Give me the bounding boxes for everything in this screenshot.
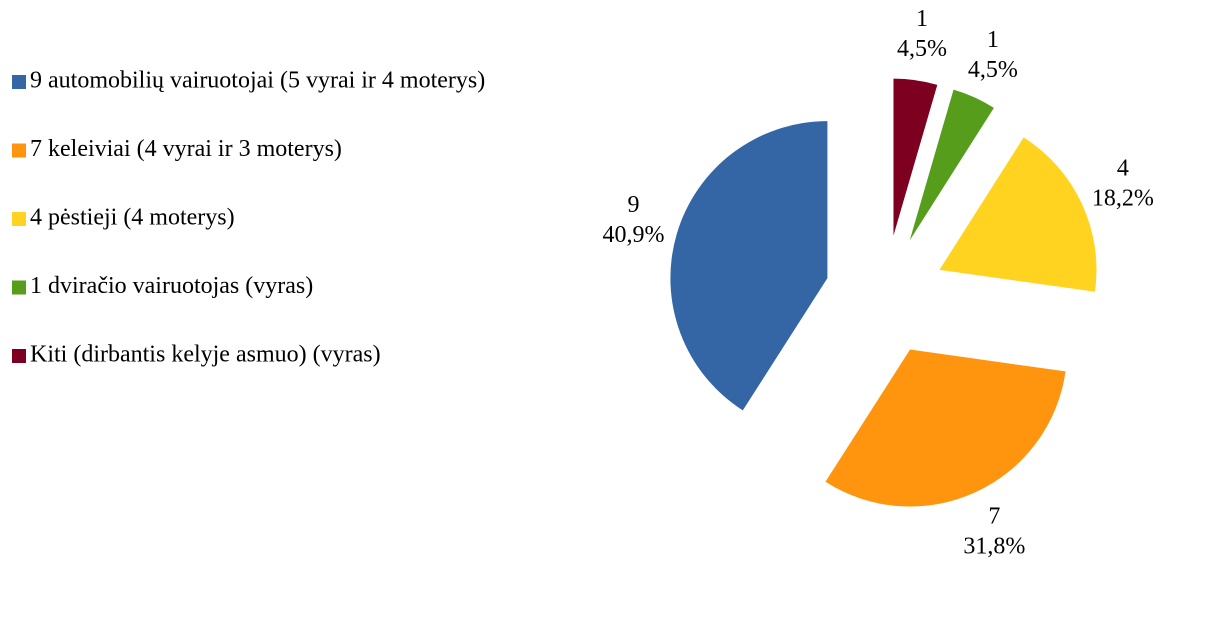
data-label-percent: 4,5%	[897, 36, 947, 62]
data-label-count: 9	[628, 192, 640, 218]
legend-swatch	[12, 212, 26, 226]
data-label-percent: 31,8%	[963, 534, 1025, 560]
pie-slice	[670, 121, 828, 411]
data-label-count: 1	[987, 27, 999, 53]
data-label-percent: 4,5%	[968, 57, 1018, 83]
legend-label: Kiti (dirbantis kelyje asmuo) (vyras)	[30, 342, 381, 368]
data-label-count: 4	[1117, 156, 1129, 182]
pie-slice	[909, 89, 994, 241]
legend-label: 4 pėstieji (4 moterys)	[30, 205, 235, 231]
data-label-count: 1	[916, 6, 928, 32]
legend-swatch	[12, 280, 26, 295]
legend-swatch	[12, 75, 26, 89]
pie-slice	[825, 349, 1066, 507]
legend-label: 7 keleiviai (4 vyrai ir 3 moterys)	[30, 136, 342, 162]
legend-label: 9 automobilių vairuotojai (5 vyrai ir 4 …	[30, 68, 485, 94]
data-label-count: 7	[988, 504, 1000, 530]
legend-label: 1 dviračio vairuotojas (vyras)	[30, 273, 313, 299]
legend-swatch	[12, 143, 26, 158]
pie-slice	[939, 137, 1097, 292]
pie-slice	[893, 78, 938, 236]
data-label-percent: 40,9%	[603, 222, 665, 248]
data-label-percent: 18,2%	[1092, 186, 1154, 212]
legend-swatch	[12, 349, 26, 363]
